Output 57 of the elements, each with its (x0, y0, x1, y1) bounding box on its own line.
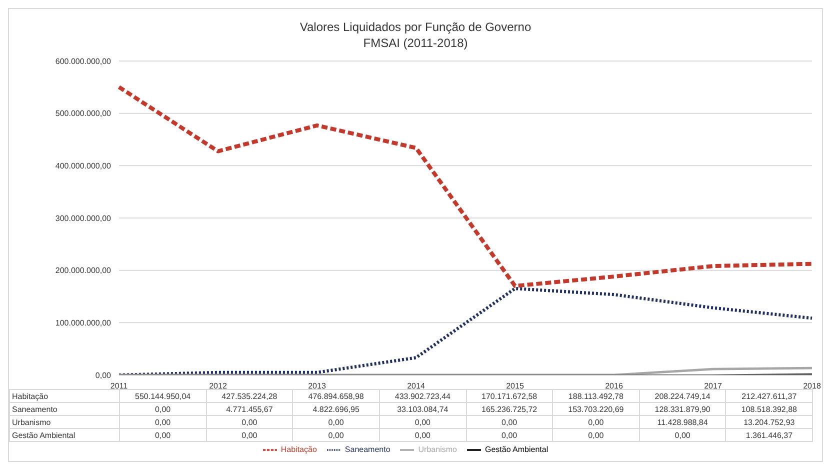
y-tick-label: 200.000.000,00 (55, 266, 112, 276)
data-label: 427.535.224,28 (206, 390, 293, 402)
data-label: 0,00 (120, 416, 206, 428)
x-tick-label: 2017 (704, 382, 722, 391)
data-label: 4.822.696,95 (292, 402, 380, 416)
data-label: 13.204.752,93 (726, 416, 812, 428)
data-label: 0,00 (120, 428, 206, 442)
y-tick-label: 400.000.000,00 (55, 162, 112, 171)
data-label: 170.171.672,58 (466, 390, 553, 402)
chart-subtitle: FMSAI (2011-2018) (362, 35, 469, 51)
data-label: 153.703.220,69 (552, 402, 640, 416)
chart-title: Valores Liquidados por Função de Governo (298, 19, 532, 35)
y-tick-label: 0,00 (95, 370, 112, 380)
data-label: 550.144.950,04 (120, 390, 206, 402)
y-tick-label: 600.000.000,00 (55, 56, 112, 66)
x-tick-label: 2011 (110, 382, 128, 391)
data-label: 165.236.725,72 (466, 402, 553, 416)
data-label: 4.771.455,67 (206, 402, 293, 416)
x-tick-label: 2015 (506, 382, 524, 391)
x-tick-label: 2013 (308, 382, 326, 391)
text: Saneamento (12, 404, 58, 414)
data-label: 0,00 (379, 416, 466, 428)
legend-label: Gestão Ambiental (484, 445, 548, 454)
text: Gestão Ambiental (12, 430, 76, 440)
data-label: 33.103.084,74 (379, 402, 466, 416)
legend-label: Habitação (280, 445, 317, 454)
data-label: 433.902.723,44 (379, 390, 466, 402)
legend-label: Urbanismo (418, 445, 457, 454)
text: Habitação (12, 392, 48, 400)
data-label: 11.428.988,84 (639, 416, 726, 428)
data-label: 212.427.611,37 (726, 390, 812, 402)
data-label: 128.331.879,90 (639, 402, 726, 416)
data-label: 1.361.446,37 (726, 428, 812, 442)
x-tick-label: 2018 (803, 382, 822, 391)
data-label: 0,00 (466, 428, 553, 442)
data-label: 0,00 (292, 416, 380, 428)
y-tick-label: 500.000.000,00 (55, 109, 112, 118)
text: Urbanismo (12, 418, 51, 426)
data-label: 0,00 (552, 428, 640, 442)
data-label: 0,00 (639, 428, 726, 442)
data-label: 0,00 (379, 428, 466, 442)
data-label: 0,00 (120, 402, 206, 416)
x-tick-label: 2016 (605, 382, 624, 391)
y-tick-label: 300.000.000,00 (55, 214, 112, 223)
data-label: 188.113.492,78 (552, 390, 640, 402)
data-label: 0,00 (552, 416, 640, 428)
x-tick-label: 2012 (209, 382, 228, 391)
x-tick-label: 2014 (407, 382, 426, 391)
data-label: 0,00 (206, 428, 293, 442)
data-label: 208.224.749,14 (639, 390, 726, 402)
data-label: 0,00 (292, 428, 380, 442)
data-label: 0,00 (206, 416, 293, 428)
legend-label: Saneamento (344, 445, 390, 454)
y-tick-label: 100.000.000,00 (55, 318, 112, 328)
data-label: 108.518.392,88 (726, 402, 812, 416)
data-label: 476.894.658,98 (292, 390, 380, 402)
data-label: 0,00 (466, 416, 553, 428)
